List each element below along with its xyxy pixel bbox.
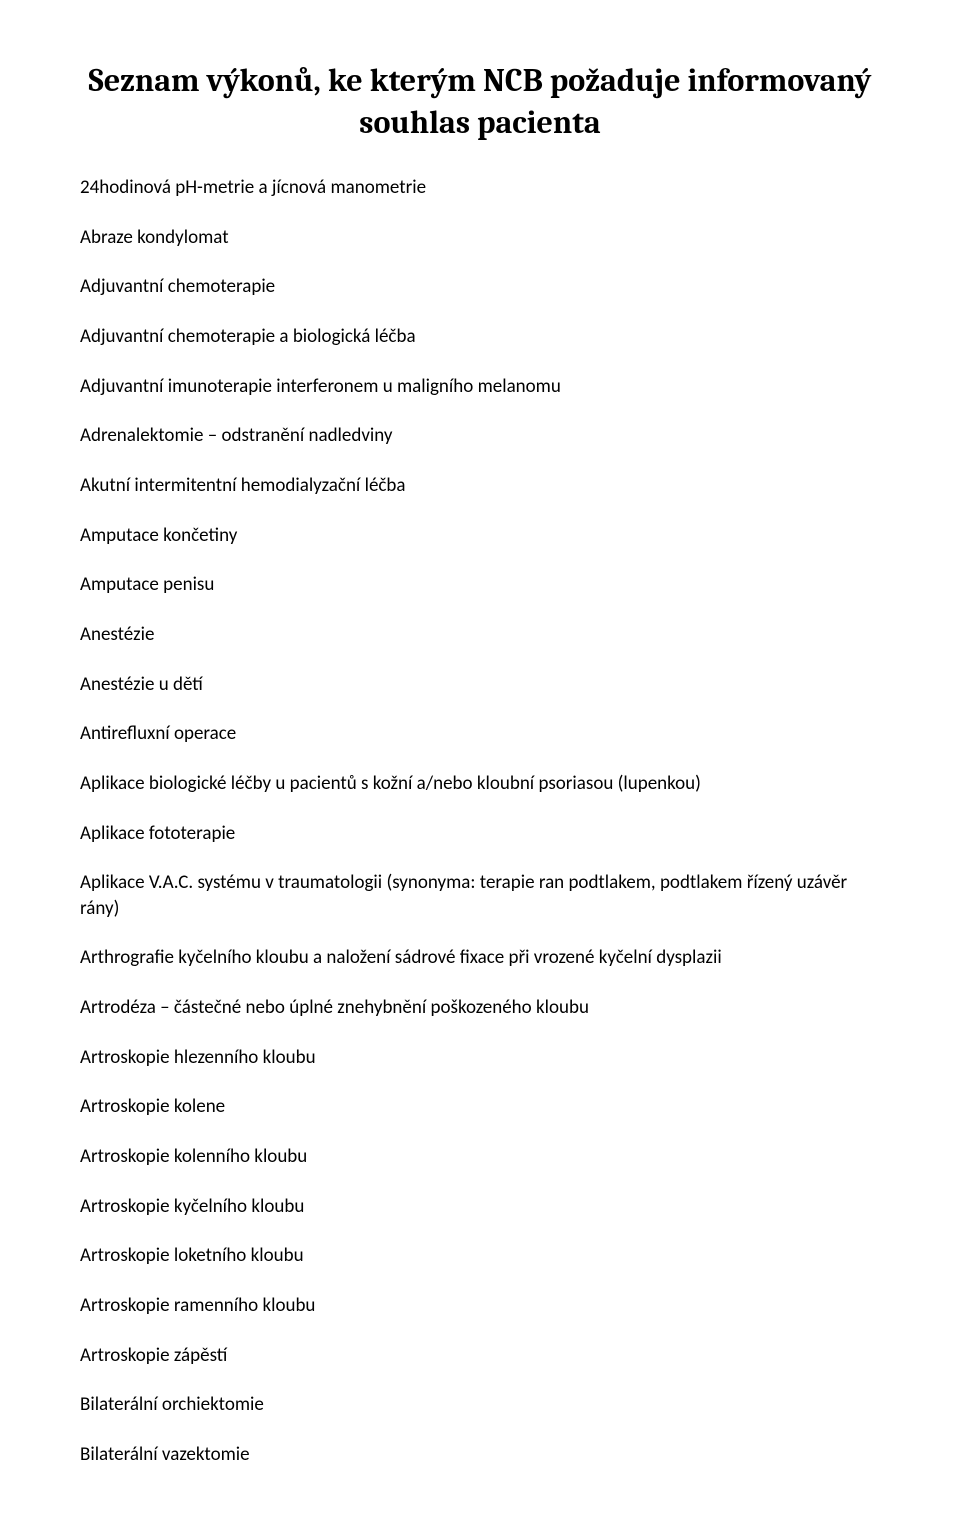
list-item: Adjuvantní chemoterapie — [80, 274, 880, 300]
document-title: Seznam výkonů, ke kterým NCB požaduje in… — [80, 60, 880, 143]
list-item: Artroskopie kyčelního kloubu — [80, 1194, 880, 1220]
list-item: Akutní intermitentní hemodialyzační léčb… — [80, 473, 880, 499]
list-item: Abraze kondylomat — [80, 225, 880, 251]
list-item: Aplikace biologické léčby u pacientů s k… — [80, 771, 880, 797]
list-item: Antirefluxní operace — [80, 721, 880, 747]
list-item: Artroskopie hlezenního kloubu — [80, 1045, 880, 1071]
list-item: Artroskopie loketního kloubu — [80, 1243, 880, 1269]
list-item: Artroskopie zápěstí — [80, 1343, 880, 1369]
list-item: Adrenalektomie – odstranění nadledviny — [80, 423, 880, 449]
list-item: Adjuvantní chemoterapie a biologická léč… — [80, 324, 880, 350]
list-item: Anestézie — [80, 622, 880, 648]
list-item: Amputace penisu — [80, 572, 880, 598]
list-item: Aplikace V.A.C. systému v traumatologii … — [80, 870, 880, 921]
list-item: Amputace končetiny — [80, 523, 880, 549]
list-item: Artroskopie kolenního kloubu — [80, 1144, 880, 1170]
list-item: Arthrografie kyčelního kloubu a naložení… — [80, 945, 880, 971]
list-item: 24hodinová pH-metrie a jícnová manometri… — [80, 175, 880, 201]
list-item: Artroskopie ramenního kloubu — [80, 1293, 880, 1319]
list-item: Bilaterální orchiektomie — [80, 1392, 880, 1418]
items-list: 24hodinová pH-metrie a jícnová manometri… — [80, 175, 880, 1467]
list-item: Adjuvantní imunoterapie interferonem u m… — [80, 374, 880, 400]
list-item: Artrodéza – částečné nebo úplné znehybně… — [80, 995, 880, 1021]
list-item: Bilaterální vazektomie — [80, 1442, 880, 1468]
list-item: Artroskopie kolene — [80, 1094, 880, 1120]
list-item: Aplikace fototerapie — [80, 821, 880, 847]
list-item: Anestézie u dětí — [80, 672, 880, 698]
